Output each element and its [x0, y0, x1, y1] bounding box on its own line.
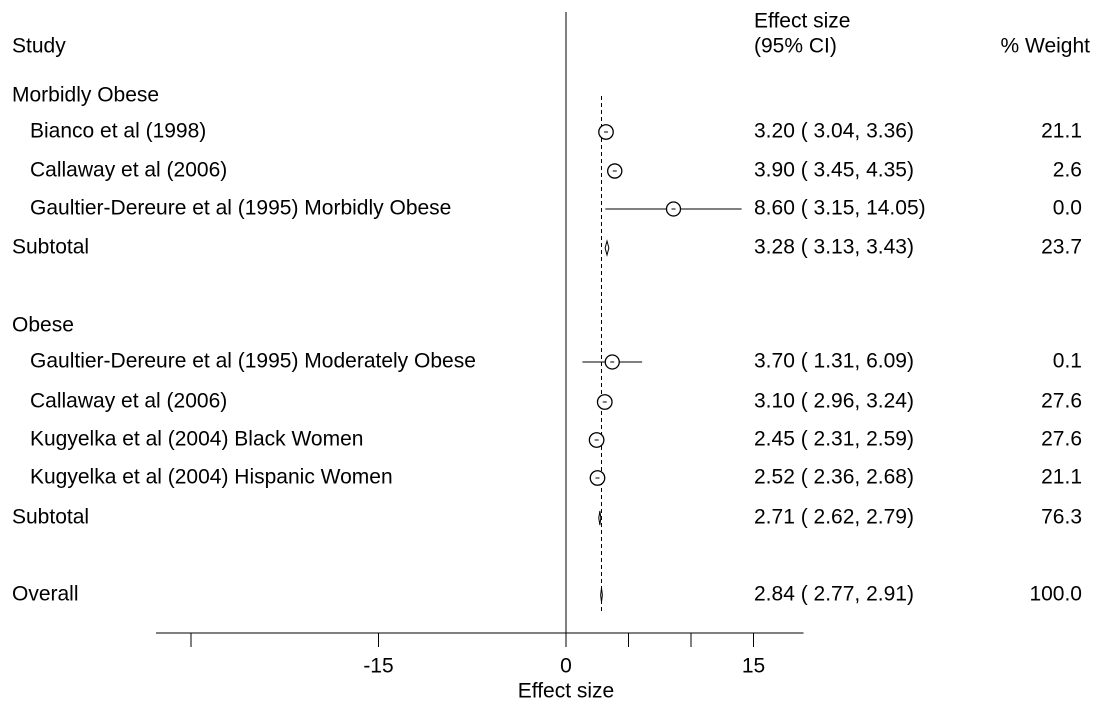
study-ci-text: 3.90 ( 3.45, 4.35): [754, 159, 914, 182]
subtotal-morbidly-obese-weight: 23.7: [1041, 236, 1082, 259]
study-label: Gaultier-Dereure et al (1995) Moderately…: [30, 350, 476, 373]
study-label: Gaultier-Dereure et al (1995) Morbidly O…: [30, 197, 451, 220]
group-label-morbidly-obese: Morbidly Obese: [12, 84, 159, 107]
study-weight: 0.0: [1053, 197, 1082, 220]
subtotal-morbidly-obese-ci-text: 3.28 ( 3.13, 3.43): [754, 236, 914, 259]
study-label: Kugyelka et al (2004) Black Women: [30, 428, 363, 451]
subtotal-obese-label: Subtotal: [12, 506, 89, 529]
group-label-obese: Obese: [12, 314, 74, 337]
study-weight: 21.1: [1041, 120, 1082, 143]
overall-ci-text: 2.84 ( 2.77, 2.91): [754, 583, 914, 606]
subtotal-obese-weight: 76.3: [1041, 506, 1082, 529]
header-effect-size: Effect size: [754, 10, 851, 33]
study-weight: 0.1: [1053, 350, 1082, 373]
subtotal-obese-diamond: [598, 510, 602, 526]
header-weight: % Weight: [1001, 35, 1091, 58]
study-label: Kugyelka et al (2004) Hispanic Women: [30, 466, 393, 489]
x-tick-label: 15: [742, 655, 765, 678]
subtotal-obese-ci-text: 2.71 ( 2.62, 2.79): [754, 506, 914, 529]
x-tick-label: 0: [560, 655, 572, 678]
overall-diamond: [600, 587, 603, 603]
subtotal-morbidly-obese-label: Subtotal: [12, 236, 89, 259]
study-weight: 27.6: [1041, 428, 1082, 451]
overall-weight: 100.0: [1029, 583, 1082, 606]
study-weight: 21.1: [1041, 466, 1082, 489]
study-weight: 2.6: [1053, 159, 1082, 182]
study-ci-text: 3.10 ( 2.96, 3.24): [754, 390, 914, 413]
study-ci-text: 2.52 ( 2.36, 2.68): [754, 466, 914, 489]
study-label: Bianco et al (1998): [30, 120, 206, 143]
subtotal-morbidly-obese-diamond: [604, 239, 610, 257]
study-ci-text: 8.60 ( 3.15, 14.05): [754, 197, 926, 220]
study-label: Callaway et al (2006): [30, 159, 227, 182]
study-label: Callaway et al (2006): [30, 390, 227, 413]
overall-label: Overall: [12, 583, 79, 606]
x-tick-label: -15: [363, 655, 393, 678]
study-weight: 27.6: [1041, 390, 1082, 413]
study-ci-text: 3.20 ( 3.04, 3.36): [754, 120, 914, 143]
study-ci-text: 3.70 ( 1.31, 6.09): [754, 350, 914, 373]
x-axis-label: Effect size: [518, 680, 615, 703]
header-study: Study: [12, 35, 66, 58]
study-ci-text: 2.45 ( 2.31, 2.59): [754, 428, 914, 451]
header-ci: (95% CI): [754, 35, 837, 58]
